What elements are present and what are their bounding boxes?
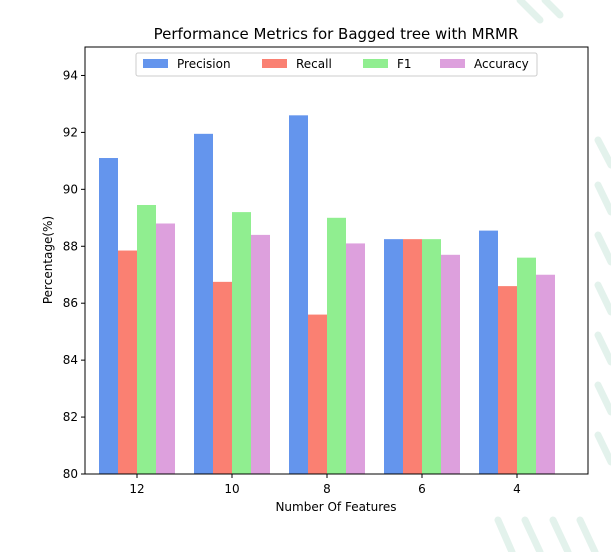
bar-accuracy-8: [346, 243, 365, 474]
legend-label-recall: Recall: [296, 57, 332, 71]
y-tick-label: 90: [63, 182, 78, 196]
bar-accuracy-6: [441, 254, 460, 474]
bar-f1-8: [327, 217, 346, 475]
legend-label-accuracy: Accuracy: [474, 57, 529, 71]
plot-area-frame: [84, 46, 589, 475]
x-tick-label: 6: [418, 482, 426, 496]
bar-precision-10: [194, 133, 213, 474]
bar-precision-6: [384, 239, 403, 474]
y-tick-label: 88: [63, 239, 78, 253]
bar-f1-10: [232, 212, 251, 474]
legend-swatch-recall: [262, 59, 287, 68]
legend-label-precision: Precision: [177, 57, 231, 71]
bar-precision-4: [479, 230, 498, 474]
x-axis-title: Number Of Features: [275, 500, 396, 514]
bar-precision-8: [289, 115, 308, 474]
bar-accuracy-4: [536, 274, 555, 474]
bar-f1-6: [422, 239, 441, 474]
y-axis-title: Percentage(%): [41, 216, 55, 304]
y-axis: 80 82 84 86 88 90 92 94: [63, 68, 85, 481]
legend-label-f1: F1: [397, 57, 412, 71]
y-tick-label: 82: [63, 410, 78, 424]
legend: Precision Recall F1 Accuracy: [135, 52, 538, 77]
bar-recall-6: [403, 239, 422, 474]
y-tick-label: 84: [63, 353, 78, 367]
bar-recall-10: [213, 281, 232, 474]
y-tick-label: 94: [63, 68, 78, 82]
x-tick-label: 10: [224, 482, 239, 496]
y-tick-label: 86: [63, 296, 78, 310]
bar-precision-12: [99, 158, 118, 474]
bar-accuracy-10: [251, 234, 270, 474]
legend-swatch-precision: [143, 59, 168, 68]
x-tick-label: 12: [129, 482, 144, 496]
bar-recall-12: [118, 250, 137, 474]
x-axis: 12 10 8 6 4: [129, 474, 521, 496]
bar-f1-4: [517, 257, 536, 474]
x-tick-label: 4: [513, 482, 521, 496]
y-tick-label: 92: [63, 125, 78, 139]
chart-title: Performance Metrics for Bagged tree with…: [154, 25, 519, 43]
bar-recall-8: [308, 314, 327, 474]
legend-swatch-f1: [363, 59, 388, 68]
legend-frame: [135, 52, 538, 77]
legend-swatch-accuracy: [440, 59, 465, 68]
bars-group: [99, 115, 555, 475]
bar-recall-4: [498, 286, 517, 474]
bar-accuracy-12: [156, 223, 175, 474]
bar-f1-12: [137, 204, 156, 475]
y-tick-label: 80: [63, 467, 78, 481]
x-tick-label: 8: [323, 482, 331, 496]
